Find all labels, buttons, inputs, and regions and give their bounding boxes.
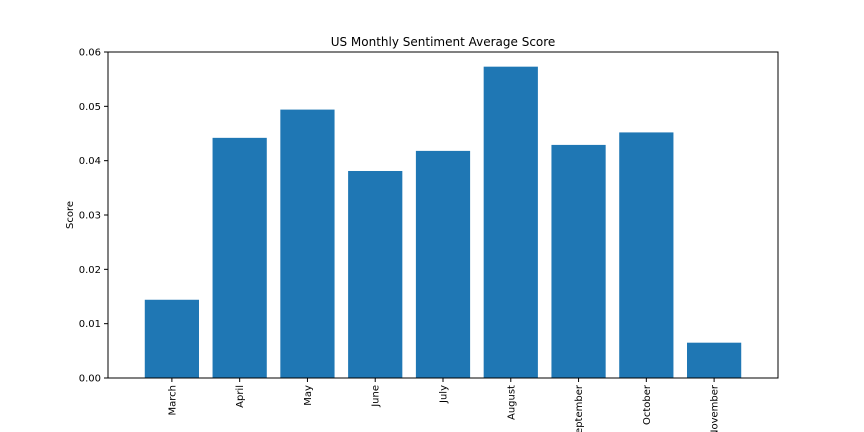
- y-tick-label: 0.00: [79, 374, 101, 385]
- x-tick-label-march: March: [167, 385, 178, 415]
- y-tick-label: 0.04: [79, 156, 101, 167]
- bars: [144, 66, 742, 379]
- y-axis: 0.00 0.01 0.02 0.03 0.04 0.05 0.06: [79, 48, 108, 385]
- bar-october: [619, 132, 674, 378]
- x-tick-label-august: August: [506, 385, 517, 420]
- x-tick-label-july: July: [439, 385, 450, 404]
- bar-november: [687, 342, 742, 378]
- x-tick-label-june: June: [371, 385, 382, 408]
- x-tick-label-november: November: [710, 384, 721, 432]
- y-tick-label: 0.06: [79, 48, 101, 59]
- y-tick-label: 0.05: [79, 102, 101, 113]
- x-tick-label-september: September: [574, 384, 585, 432]
- bar-september: [551, 144, 606, 378]
- y-tick-label: 0.01: [79, 319, 101, 330]
- x-axis: March April May June July August September Octo…: [167, 378, 721, 432]
- bar-august: [483, 66, 538, 379]
- bar-may: [280, 109, 335, 379]
- bar-march: [144, 299, 199, 378]
- bar-july: [415, 150, 471, 378]
- x-tick-label-october: October: [642, 384, 653, 425]
- bar-june: [348, 170, 403, 378]
- chart-title: US Monthly Sentiment Average Score: [331, 35, 556, 49]
- plot-frame: [107, 51, 779, 379]
- x-tick-label-april: April: [235, 385, 246, 408]
- y-tick-label: 0.02: [79, 265, 101, 276]
- bar-april: [212, 137, 267, 378]
- y-tick-label: 0.03: [79, 211, 101, 222]
- x-tick-label-may: May: [303, 385, 314, 406]
- y-axis-label: Score: [65, 201, 76, 229]
